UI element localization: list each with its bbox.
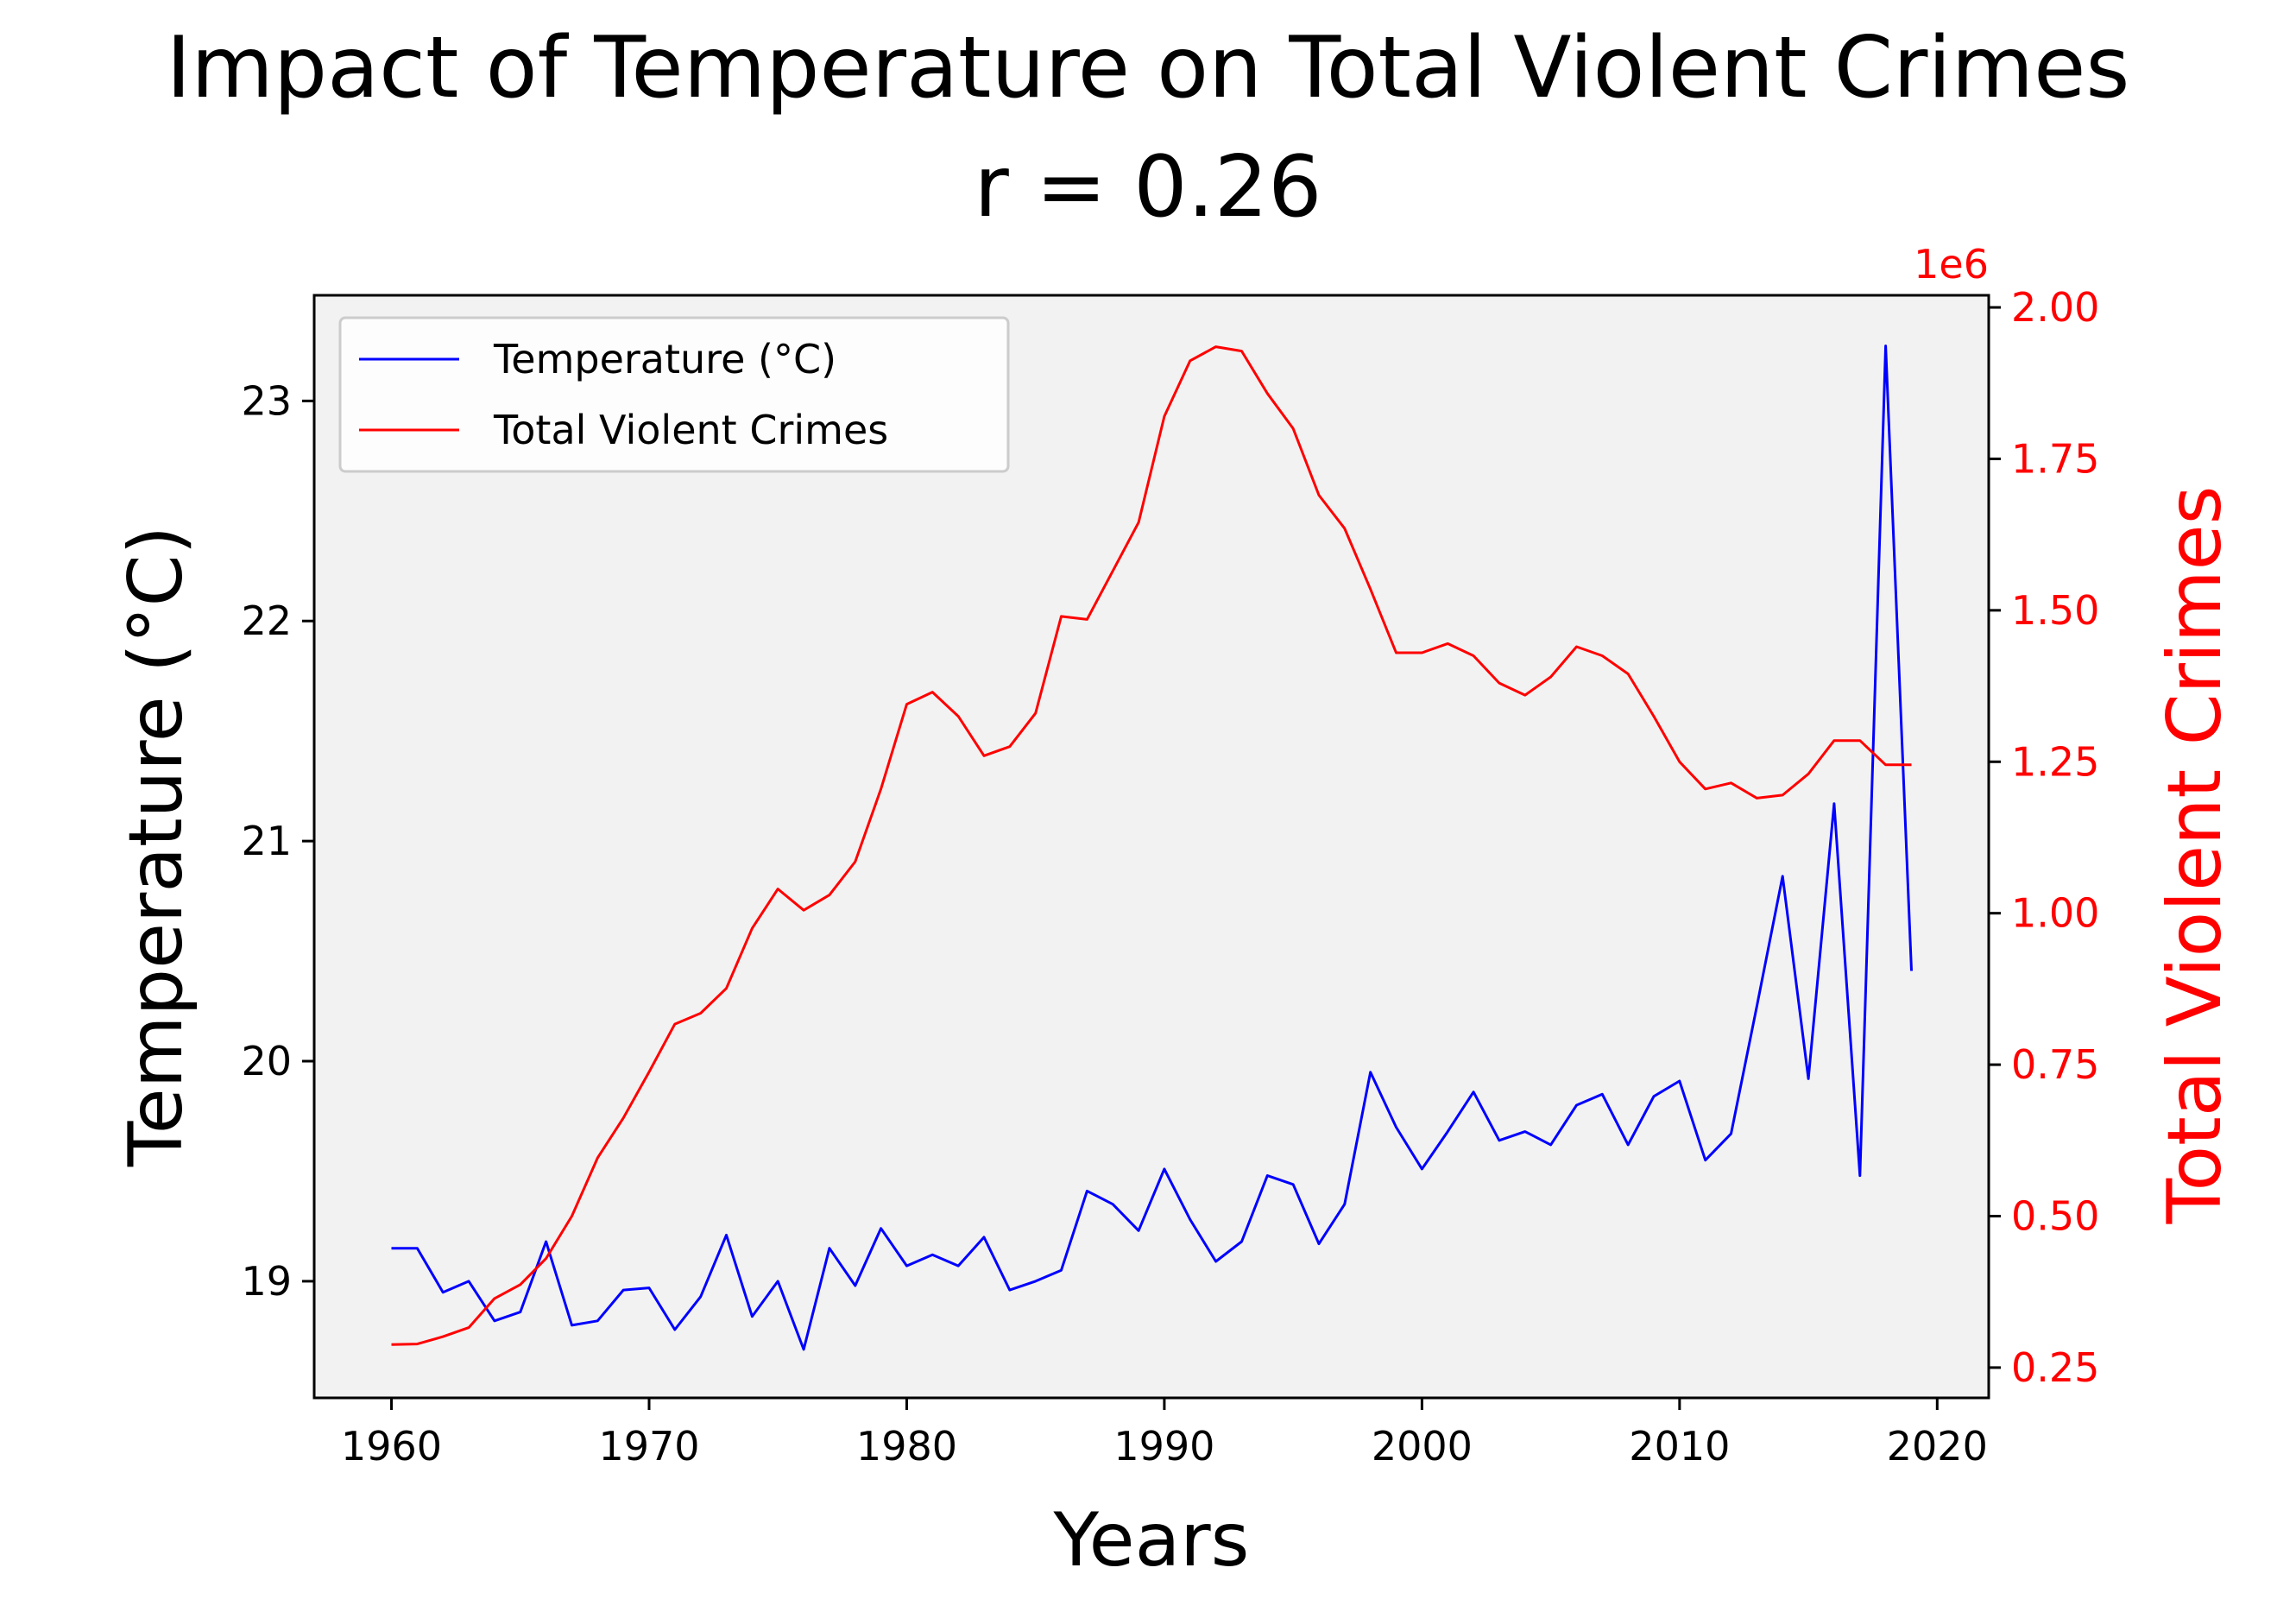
y-right-tick-label: 1.50 [2011, 587, 2099, 634]
y-left-tick-label: 23 [241, 377, 292, 424]
x-tick-label: 2000 [1372, 1423, 1473, 1470]
chart-subtitle: r = 0.26 [975, 138, 1322, 237]
y-right-tick-label: 0.25 [2011, 1344, 2099, 1391]
y-axis-left-label: Temperature (°C) [113, 526, 199, 1167]
temperature-series [391, 345, 1913, 1351]
x-tick-label: 2010 [1629, 1423, 1730, 1470]
violent-crimes-series [391, 345, 1912, 1346]
y-right-tick-label: 0.50 [2011, 1193, 2099, 1240]
x-tick-label: 1990 [1113, 1423, 1214, 1470]
y-right-tick-label: 1.00 [2011, 890, 2099, 937]
legend-label-temperature: Temperature (°C) [493, 336, 836, 382]
y-right-tick-label: 2.00 [2011, 284, 2099, 331]
x-tick-label: 1980 [856, 1423, 957, 1470]
y-axis-left: 19 20 21 22 23 [241, 377, 314, 1305]
y-left-tick-label: 20 [241, 1038, 292, 1084]
y-right-tick-label: 0.75 [2011, 1041, 2099, 1088]
y-left-tick-label: 19 [241, 1258, 292, 1305]
chart-title: Impact of Temperature on Total Violent C… [167, 19, 2130, 117]
x-tick-label: 2020 [1887, 1423, 1988, 1470]
x-axis: 1960 1970 1980 1990 2000 2010 2020 [341, 1398, 1988, 1470]
temperature-line [391, 345, 1913, 1351]
y-right-tick-label: 1.75 [2011, 435, 2099, 482]
legend-label-violent-crimes: Total Violent Crimes [493, 407, 888, 453]
legend: Temperature (°C) Total Violent Crimes [338, 316, 1010, 473]
y-right-tick-label: 1.25 [2011, 738, 2099, 785]
y-axis-right-label: Total Violent Crimes [2152, 486, 2238, 1225]
violent-crimes-line [391, 345, 1912, 1346]
x-axis-label: Years [1053, 1497, 1250, 1584]
right-axis-multiplier: 1e6 [1914, 241, 1989, 288]
legend-frame [338, 316, 1010, 473]
y-axis-right: 0.25 0.50 0.75 1.00 1.25 1.50 1.75 2.00 [1989, 284, 2099, 1391]
y-left-tick-label: 21 [241, 818, 292, 864]
y-left-tick-label: 22 [241, 597, 292, 644]
plot-area [314, 295, 1989, 1398]
plot-frame [312, 294, 1990, 1400]
x-tick-label: 1960 [341, 1423, 442, 1470]
x-tick-label: 1970 [598, 1423, 699, 1470]
